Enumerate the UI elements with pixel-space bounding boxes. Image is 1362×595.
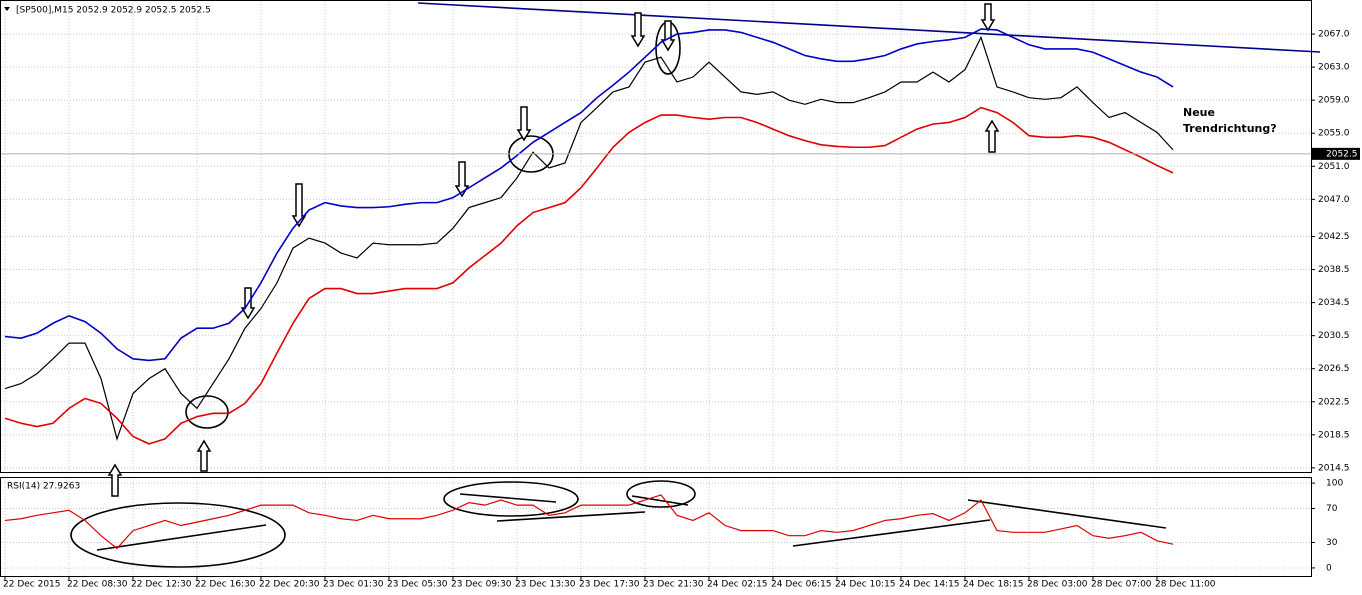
y-tick-label: 2038.5 <box>1318 265 1350 275</box>
x-tick-label: 24 Dec 06:15 <box>771 580 832 590</box>
y-tick-label: 2051.0 <box>1318 162 1350 172</box>
circle <box>626 480 696 508</box>
x-tick-label: 23 Dec 01:30 <box>323 580 384 590</box>
arrow <box>107 463 123 497</box>
band-line <box>4 28 1174 362</box>
y-tick-label: 70 <box>1326 504 1338 514</box>
arrow <box>454 161 470 198</box>
x-tick-label: 23 Dec 13:30 <box>515 580 576 590</box>
arrow <box>630 12 646 48</box>
x-tick-label: 22 Dec 16:30 <box>195 580 256 590</box>
arrow <box>660 20 676 52</box>
arrow <box>516 106 532 142</box>
y-tick-label: 100 <box>1326 479 1343 489</box>
x-tick-label: 23 Dec 05:30 <box>387 580 448 590</box>
x-tick-label: 23 Dec 09:30 <box>451 580 512 590</box>
y-tick-label: 2034.5 <box>1318 298 1350 308</box>
x-tick-label: 24 Dec 10:15 <box>835 580 896 590</box>
y-tick-label: 2047.0 <box>1318 195 1350 205</box>
y-tick-label: 2014.5 <box>1318 463 1350 473</box>
annotation: Trendrichtung? <box>1183 122 1277 135</box>
y-tick-label: 2022.5 <box>1318 397 1350 407</box>
x-tick-label: 22 Dec 08:30 <box>67 580 128 590</box>
x-tick-label: 28 Dec 07:00 <box>1091 580 1152 590</box>
x-tick-label: 24 Dec 14:15 <box>899 580 960 590</box>
rsi-trendline <box>459 493 557 503</box>
arrow <box>980 3 996 32</box>
x-tick-label: 28 Dec 03:00 <box>1027 580 1088 590</box>
x-tick-label: 22 Dec 12:30 <box>131 580 192 590</box>
y-tick-label: 30 <box>1326 538 1338 548</box>
x-tick-label: 28 Dec 11:00 <box>1155 580 1216 590</box>
rsi-trendline <box>96 524 267 551</box>
rsi-trendline <box>631 495 689 506</box>
price-marker <box>1312 147 1360 160</box>
arrow <box>196 439 212 472</box>
annotation: Neue <box>1183 106 1215 119</box>
menu-arrow <box>4 7 10 11</box>
rsi-frame <box>0 477 1312 577</box>
y-tick-label: 2026.5 <box>1318 364 1350 374</box>
x-tick-label: 23 Dec 17:30 <box>579 580 640 590</box>
y-tick-label: 2018.5 <box>1318 430 1350 440</box>
y-tick-label: 2063.0 <box>1318 63 1350 73</box>
circle <box>443 481 579 517</box>
y-tick-label: 2067.0 <box>1318 30 1350 40</box>
x-tick-label: 24 Dec 18:15 <box>963 580 1024 590</box>
arrow <box>291 183 307 228</box>
rsi-trendline <box>967 499 1167 529</box>
price-line <box>4 35 1174 441</box>
price-marker-label: 2052.5 <box>1326 149 1358 159</box>
arrow <box>984 119 1000 153</box>
drawings <box>70 2 1321 568</box>
y-tick-label: 2042.5 <box>1318 232 1350 242</box>
chart-title: [SP500],M15 2052.9 2052.9 2052.5 2052.5 <box>16 6 211 16</box>
rsi-trendline <box>496 511 646 522</box>
band-line <box>4 106 1174 445</box>
y-tick-label: 2059.0 <box>1318 96 1350 106</box>
x-tick-label: 24 Dec 02:15 <box>707 580 768 590</box>
rsi-line <box>4 494 1174 550</box>
x-tick-label: 23 Dec 21:30 <box>643 580 704 590</box>
y-tick-label: 2055.0 <box>1318 129 1350 139</box>
y-tick-label: 2030.5 <box>1318 331 1350 341</box>
x-tick-label: 22 Dec 20:30 <box>259 580 320 590</box>
rsi-trendline <box>792 519 991 547</box>
trendline <box>417 2 1321 53</box>
circle <box>70 502 286 568</box>
rsi-label: RSI(14) 27.9263 <box>7 482 80 492</box>
x-tick-label: 22 Dec 2015 <box>3 580 61 590</box>
y-tick-label: 0 <box>1326 563 1332 573</box>
circle <box>185 395 229 429</box>
